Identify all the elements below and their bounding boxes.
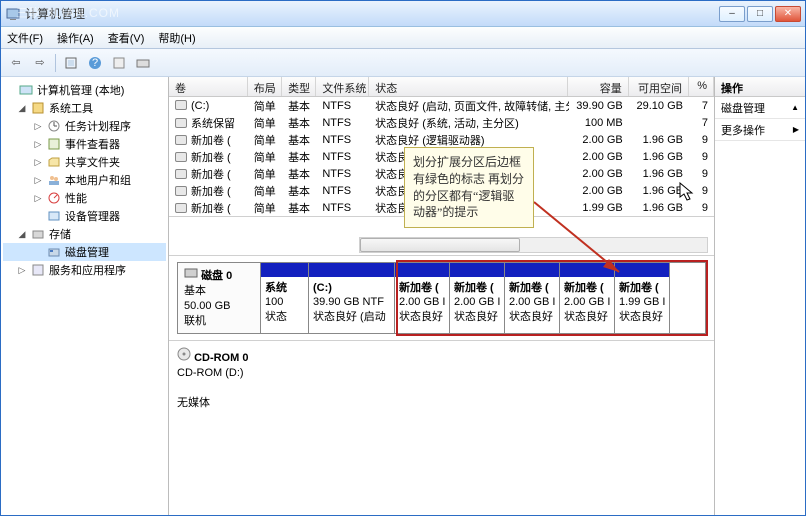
col-layout[interactable]: 布局 <box>248 77 282 96</box>
tree-storage[interactable]: ◢存储 <box>3 225 166 243</box>
annotation-callout: 划分扩展分区后边框有绿色的标志 再划分的分区都有“逻辑驱动器”的提示 <box>404 147 534 228</box>
annotation-arrow <box>529 197 639 287</box>
cdrom-icon <box>177 347 191 361</box>
help-icon[interactable]: ? <box>84 52 106 74</box>
col-percent[interactable]: % <box>689 77 714 96</box>
col-filesystem[interactable]: 文件系统 <box>316 77 369 96</box>
volume-row[interactable]: (C:)简单基本NTFS状态良好 (启动, 页面文件, 故障转储, 主分区)39… <box>169 97 714 114</box>
tree-services[interactable]: ▷服务和应用程序 <box>3 261 166 279</box>
partition[interactable]: 系统100状态 <box>261 263 309 333</box>
app-icon <box>5 6 21 22</box>
menu-view[interactable]: 查看(V) <box>108 30 145 46</box>
window-title: 计算机管理 <box>25 5 719 22</box>
center-pane: 卷 布局 类型 文件系统 状态 容量 可用空间 % (C:)简单基本NTFS状态… <box>169 77 715 515</box>
cdrom-row: CD-ROM 0 CD-ROM (D:) 无媒体 <box>169 341 714 417</box>
action-more[interactable]: 更多操作▶ <box>715 119 805 141</box>
collapse-icon: ▲ <box>791 103 799 112</box>
disk-0-info[interactable]: 磁盘 0 基本 50.00 GB 联机 <box>177 262 261 334</box>
settings-icon[interactable] <box>108 52 130 74</box>
partition[interactable]: 新加卷 (2.00 GB I状态良好 <box>450 263 505 333</box>
col-volume[interactable]: 卷 <box>169 77 248 96</box>
separator <box>55 54 56 72</box>
svg-text:?: ? <box>92 57 98 69</box>
volume-row[interactable]: 新加卷 (简单基本NTFS状态良好 (逻辑驱动器)2.00 GB1.96 GB9 <box>169 131 714 148</box>
partition[interactable]: 新加卷 (2.00 GB I状态良好 <box>395 263 450 333</box>
menu-file[interactable]: 文件(F) <box>7 30 43 46</box>
close-button[interactable]: ✕ <box>775 6 801 22</box>
tree-systools[interactable]: ◢系统工具 <box>3 99 166 117</box>
volume-row[interactable]: 系统保留简单基本NTFS状态良好 (系统, 活动, 主分区)100 MB7 <box>169 114 714 131</box>
tree-root[interactable]: 计算机管理 (本地) <box>3 81 166 99</box>
scrollbar-thumb[interactable] <box>360 238 520 252</box>
disk-0-partitions: 系统100状态(C:)39.90 GB NTF状态良好 (启动新加卷 (2.00… <box>261 262 706 334</box>
titlebar: 计算机管理 – □ ✕ <box>1 1 805 27</box>
menu-help[interactable]: 帮助(H) <box>158 30 195 46</box>
tree-shared-folders[interactable]: ▷共享文件夹 <box>3 153 166 171</box>
menu-action[interactable]: 操作(A) <box>57 30 94 46</box>
main-body: 计算机管理 (本地) ◢系统工具 ▷任务计划程序 ▷事件查看器 ▷共享文件夹 ▷… <box>1 77 805 515</box>
cursor-icon <box>679 182 695 202</box>
actions-pane: 操作 磁盘管理▲ 更多操作▶ <box>715 77 805 515</box>
toolbar: ⇦ ⇨ ? <box>1 49 805 77</box>
tree-task-scheduler[interactable]: ▷任务计划程序 <box>3 117 166 135</box>
cdrom-info[interactable]: CD-ROM 0 CD-ROM (D:) 无媒体 <box>177 347 261 411</box>
menubar: 文件(F) 操作(A) 查看(V) 帮助(H) <box>1 27 805 49</box>
disk-icon <box>184 267 198 279</box>
computer-management-window: 三联 3LIAN.COM 计算机管理 – □ ✕ 文件(F) 操作(A) 查看(… <box>0 0 806 516</box>
tree-device-manager[interactable]: 设备管理器 <box>3 207 166 225</box>
action-disk-management[interactable]: 磁盘管理▲ <box>715 97 805 119</box>
col-status[interactable]: 状态 <box>369 77 568 96</box>
tree-event-viewer[interactable]: ▷事件查看器 <box>3 135 166 153</box>
submenu-icon: ▶ <box>793 125 799 134</box>
cdrom-nomedia: 无媒体 <box>177 396 261 411</box>
nav-tree: 计算机管理 (本地) ◢系统工具 ▷任务计划程序 ▷事件查看器 ▷共享文件夹 ▷… <box>1 77 169 515</box>
maximize-button[interactable]: □ <box>747 6 773 22</box>
mid-separator: 划分扩展分区后边框有绿色的标志 再划分的分区都有“逻辑驱动器”的提示 <box>169 216 714 256</box>
partition[interactable]: (C:)39.90 GB NTF状态良好 (启动 <box>309 263 395 333</box>
forward-button[interactable]: ⇨ <box>29 52 51 74</box>
minimize-button[interactable]: – <box>719 6 745 22</box>
tree-local-users[interactable]: ▷本地用户和组 <box>3 171 166 189</box>
col-free[interactable]: 可用空间 <box>629 77 689 96</box>
tree-performance[interactable]: ▷性能 <box>3 189 166 207</box>
col-capacity[interactable]: 容量 <box>568 77 628 96</box>
back-button[interactable]: ⇦ <box>5 52 27 74</box>
action-icon[interactable] <box>132 52 154 74</box>
refresh-button[interactable] <box>60 52 82 74</box>
col-type[interactable]: 类型 <box>282 77 316 96</box>
actions-header: 操作 <box>715 77 805 97</box>
tree-disk-management[interactable]: 磁盘管理 <box>3 243 166 261</box>
volume-list-header: 卷 布局 类型 文件系统 状态 容量 可用空间 % <box>169 77 714 97</box>
window-controls: – □ ✕ <box>719 6 801 22</box>
